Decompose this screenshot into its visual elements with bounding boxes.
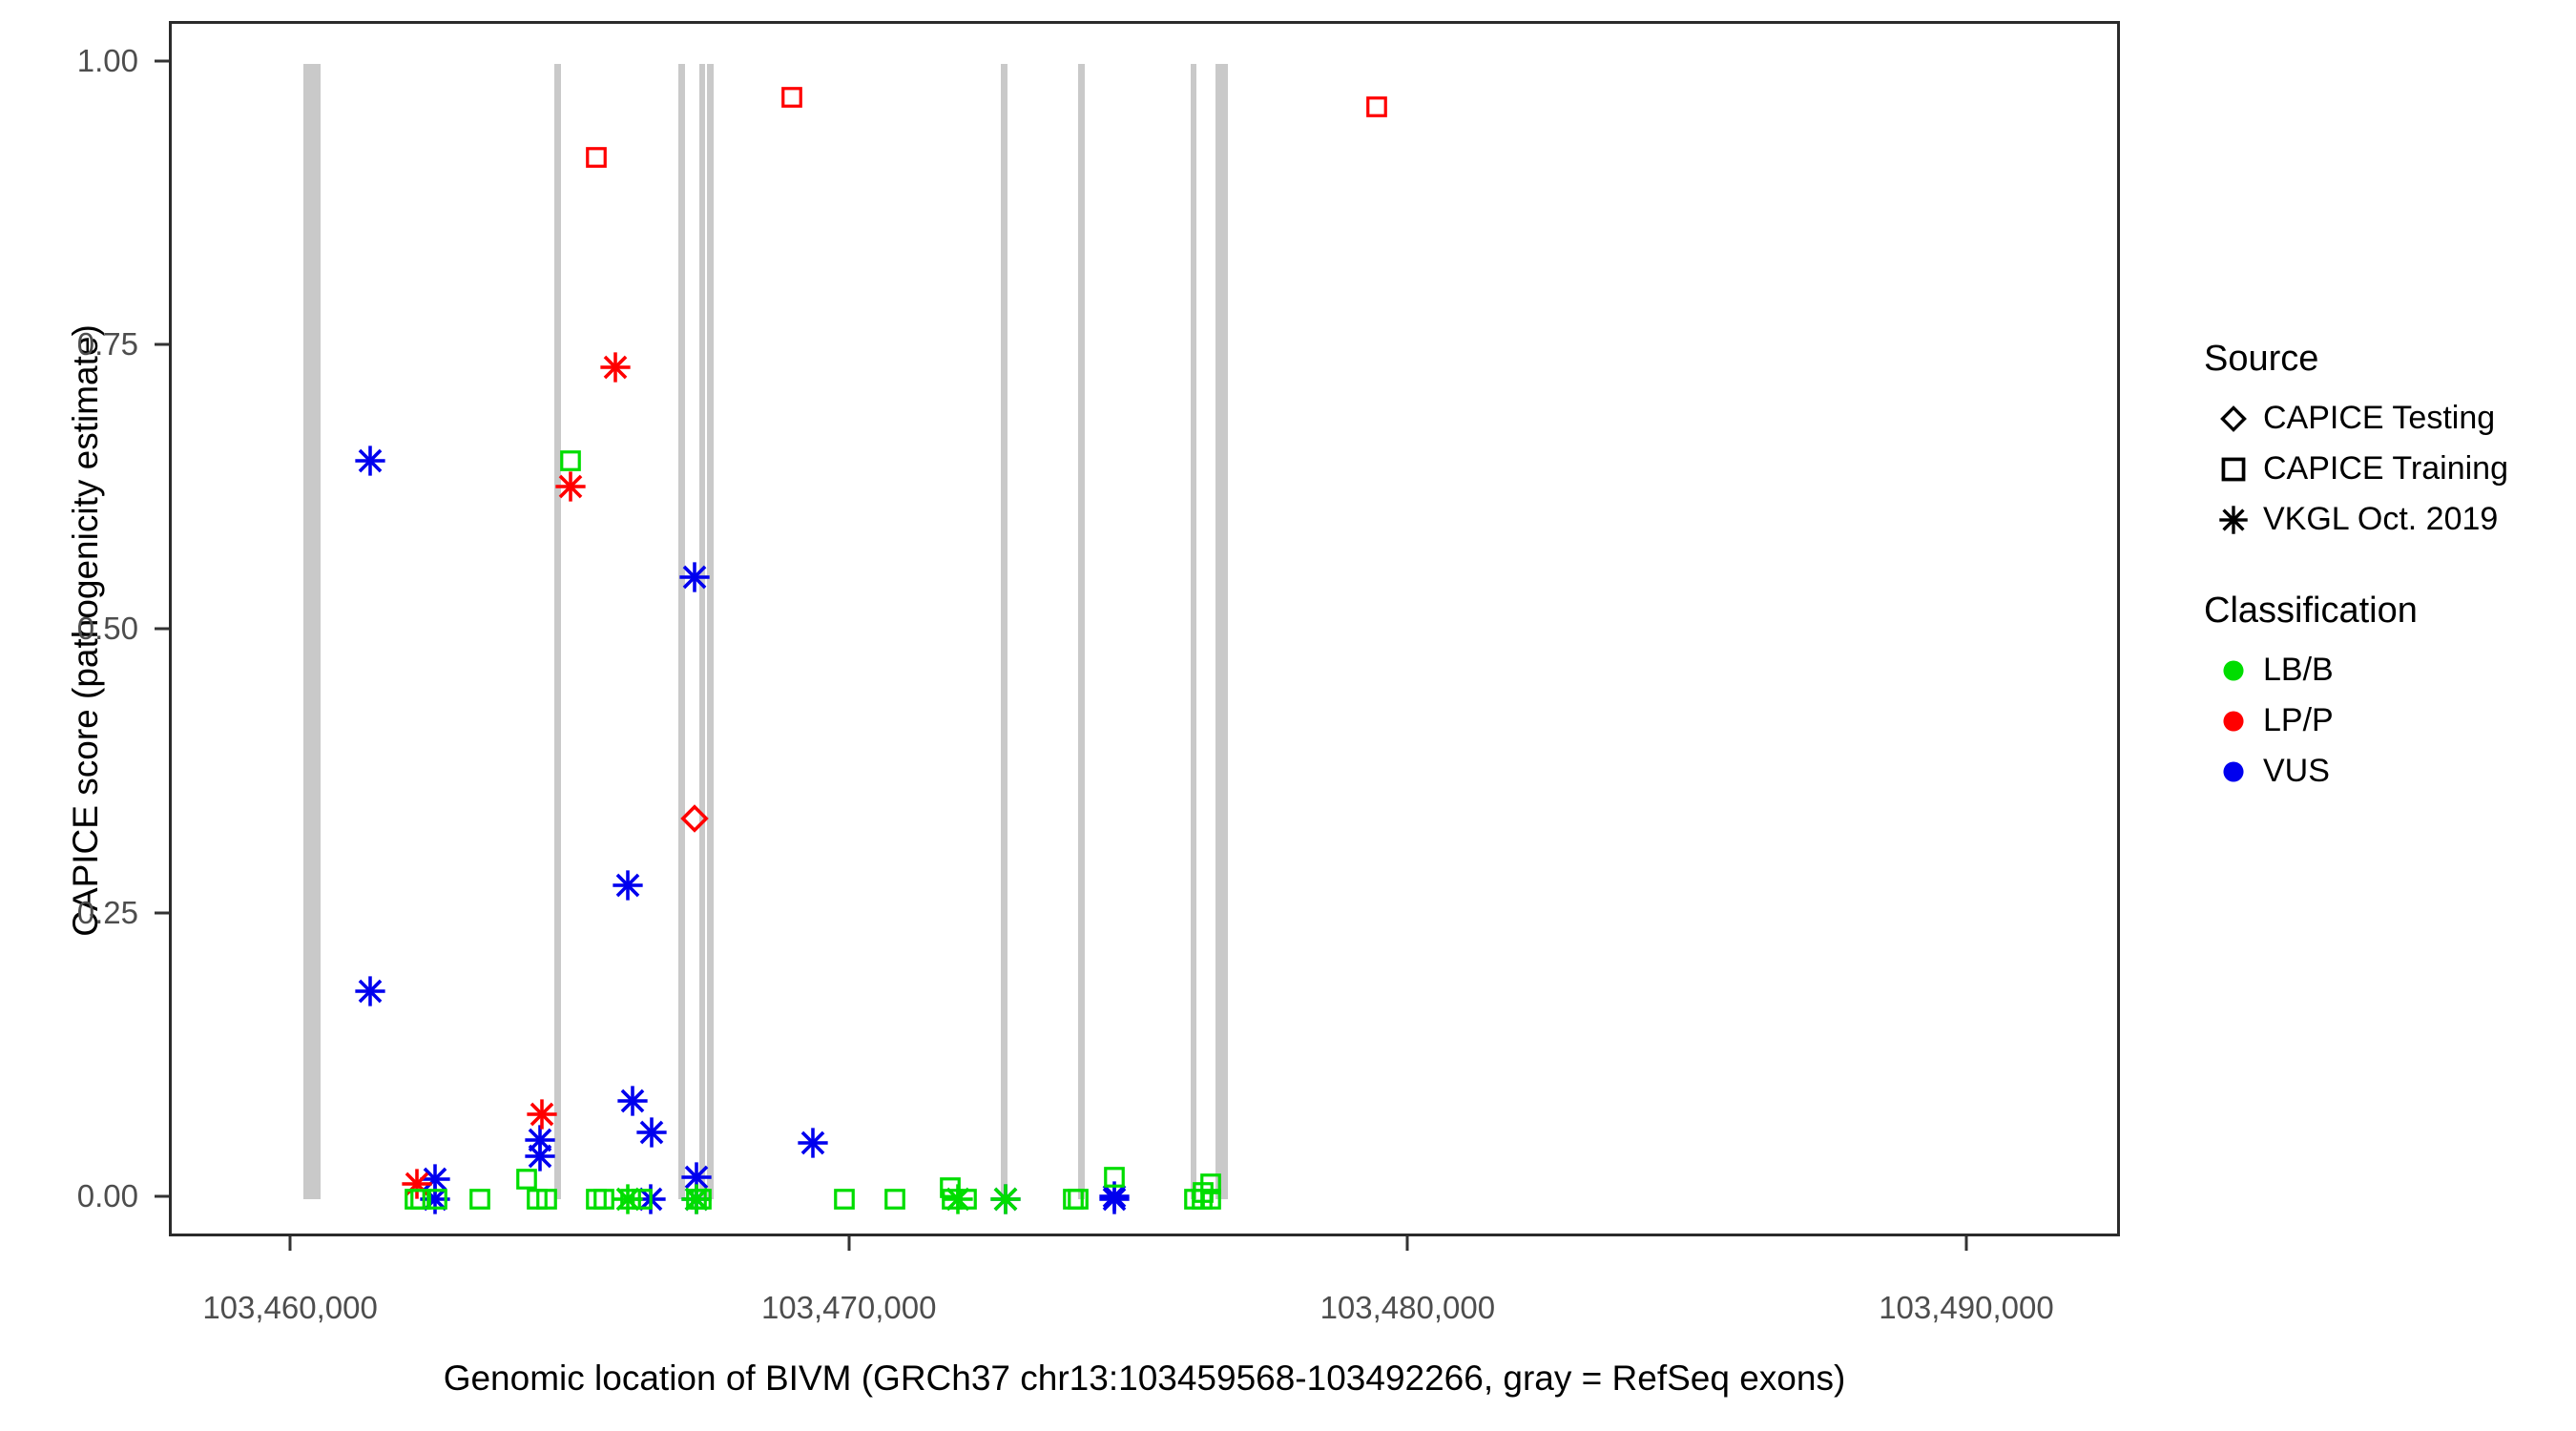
data-point (629, 1186, 655, 1213)
legend-item-label: CAPICE Training (2263, 450, 2508, 487)
y-tick-label: 0.75 (76, 326, 138, 363)
x-tick-mark (847, 1236, 851, 1251)
data-point (635, 1116, 668, 1149)
data-point (591, 1186, 617, 1213)
y-tick-mark (155, 911, 169, 915)
data-point (354, 975, 386, 1007)
legend-item-label: LP/P (2263, 702, 2334, 738)
exon-band (1078, 63, 1085, 1200)
data-point (554, 470, 587, 503)
exon-band (678, 63, 685, 1200)
y-tick-mark (155, 1194, 169, 1198)
legend-item[interactable]: CAPICE Training (2204, 444, 2576, 494)
data-point (419, 1163, 451, 1195)
x-tick-mark (288, 1236, 292, 1251)
exon-band (1215, 63, 1229, 1200)
legend-item-label: CAPICE Testing (2263, 400, 2496, 436)
data-point (526, 1098, 558, 1130)
data-point (524, 1124, 556, 1156)
data-point (424, 1186, 450, 1213)
filled-circle-icon (2204, 649, 2263, 693)
y-tick-mark (155, 59, 169, 63)
x-tick-label: 103,480,000 (1319, 1290, 1496, 1325)
exon-band (553, 63, 561, 1200)
filled-circle-icon (2204, 699, 2263, 743)
data-point (617, 1186, 644, 1213)
data-point (616, 1085, 649, 1117)
exon-band (707, 63, 715, 1200)
legend-block: Classification LB/B LP/P VUS (2204, 591, 2576, 797)
exon-band (698, 63, 706, 1200)
data-point (557, 447, 584, 474)
data-point (1098, 1180, 1131, 1213)
data-point (680, 1161, 713, 1193)
data-point (599, 351, 632, 384)
exon-band (1001, 63, 1008, 1200)
data-point (882, 1186, 908, 1213)
exon-band (302, 63, 322, 1200)
legend: Source CAPICE Testing CAPICE Training VKGL … (2204, 339, 2576, 842)
data-point (678, 802, 711, 835)
asterisk-icon (2204, 498, 2263, 542)
data-point (354, 445, 386, 477)
data-point (831, 1186, 858, 1213)
data-point (937, 1174, 964, 1201)
y-tick-label: 1.00 (76, 42, 138, 78)
data-point (1197, 1171, 1224, 1197)
legend-item[interactable]: VUS (2204, 746, 2576, 797)
diamond-outline-icon (2204, 397, 2263, 441)
data-point (612, 869, 644, 902)
data-point (467, 1186, 493, 1213)
legend-item-label: LB/B (2263, 652, 2334, 688)
square-outline-icon (2204, 447, 2263, 491)
legend-block: Source CAPICE Testing CAPICE Training VKGL … (2204, 339, 2576, 545)
y-tick-mark (155, 342, 169, 346)
data-point (797, 1127, 829, 1159)
data-point (953, 1186, 980, 1213)
data-point (939, 1186, 966, 1213)
y-tick-label: 0.00 (76, 1178, 138, 1214)
data-point (688, 1186, 715, 1213)
data-point (1363, 93, 1390, 120)
data-point (533, 1186, 560, 1213)
x-tick-mark (1964, 1236, 1968, 1251)
data-point (1101, 1164, 1128, 1191)
data-point (583, 144, 610, 171)
data-point (989, 1183, 1022, 1215)
x-tick-mark (1405, 1236, 1409, 1251)
x-tick-label: 103,470,000 (760, 1290, 937, 1325)
data-point (1065, 1186, 1091, 1213)
y-tick-label: 0.25 (76, 894, 138, 930)
filled-circle-icon (2204, 750, 2263, 794)
y-tick-label: 0.50 (76, 611, 138, 646)
legend-item-label: VKGL Oct. 2019 (2263, 501, 2499, 537)
legend-title: Classification (2204, 591, 2418, 631)
data-point (779, 84, 805, 111)
x-axis-title: Genomic location of BIVM (GRCh37 chr13:1… (443, 1358, 1846, 1398)
y-tick-mark (155, 627, 169, 631)
legend-item-label: VUS (2263, 753, 2330, 789)
legend-item[interactable]: LB/B (2204, 645, 2576, 695)
exon-band (1190, 63, 1197, 1200)
x-tick-label: 103,460,000 (202, 1290, 378, 1325)
data-point (513, 1166, 540, 1192)
legend-item[interactable]: LP/P (2204, 695, 2576, 746)
legend-item[interactable]: CAPICE Testing (2204, 393, 2576, 444)
data-point (1197, 1186, 1224, 1213)
x-tick-label: 103,490,000 (1879, 1290, 2054, 1325)
legend-item[interactable]: VKGL Oct. 2019 (2204, 494, 2576, 545)
data-point (678, 561, 711, 593)
legend-title: Source (2204, 339, 2319, 379)
plot-panel (169, 21, 2120, 1236)
